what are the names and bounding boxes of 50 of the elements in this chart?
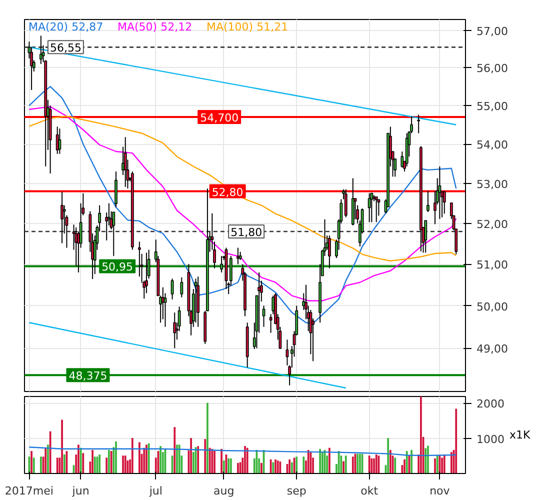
candlestick	[180, 276, 184, 298]
annotation: 54,700	[200, 112, 239, 125]
candlestick	[438, 166, 442, 220]
candlestick	[442, 191, 446, 214]
candlestick	[417, 114, 420, 134]
candlestick	[173, 312, 176, 349]
text: MA(20) 52,87	[28, 20, 104, 34]
candlestick	[328, 235, 331, 269]
x-tick-label: aug	[214, 484, 234, 498]
y-tick-label: 2000	[476, 398, 504, 411]
line-series	[28, 446, 457, 456]
y-tick-label: 1000	[476, 432, 504, 446]
annotation: 56,55	[50, 42, 82, 55]
x-tick-label: okt	[360, 484, 379, 498]
candlestick	[344, 188, 348, 218]
x-tick-label: jul	[148, 484, 162, 498]
x-tick-label: sep	[286, 484, 306, 498]
line-series	[28, 106, 457, 302]
candlestick	[60, 191, 64, 244]
candlestick	[262, 305, 266, 328]
x-tick-label: jun	[71, 484, 90, 498]
text: MA(50) 52,12	[118, 20, 192, 34]
candlestick	[400, 151, 404, 168]
candlestick	[374, 196, 378, 223]
y-tick-label: 56,00	[476, 62, 508, 76]
y-tick-label: 51,00	[476, 258, 508, 272]
x-tick-label: nov	[430, 484, 450, 498]
x-tick-label: 2017mei	[4, 484, 54, 498]
y-tick-label: 49,00	[476, 342, 508, 356]
text: MA(100) 51,21	[206, 20, 288, 34]
candlestick	[58, 128, 62, 154]
y-tick-label: 54,00	[476, 138, 508, 152]
annotation: 48,375	[68, 370, 108, 383]
candlestick	[370, 192, 374, 223]
candlestick	[368, 192, 371, 223]
candlestick	[236, 247, 240, 265]
candlestick	[114, 171, 118, 208]
y-tick-label: 53,00	[476, 178, 508, 191]
annotation: 50,95	[102, 260, 134, 274]
candlestick	[124, 136, 127, 188]
y-tick-label: 57,00	[476, 25, 508, 38]
annotation: 51,80	[230, 226, 262, 239]
candlestick	[39, 35, 42, 64]
y-tick-label: 52,00	[476, 218, 508, 231]
candlestick	[426, 190, 430, 213]
y-tick-label: 55,00	[476, 100, 508, 114]
text: x1K	[509, 428, 531, 442]
annotation: 52,80	[212, 186, 244, 199]
candlestick	[220, 255, 223, 273]
y-tick-label: 50,00	[476, 300, 508, 314]
